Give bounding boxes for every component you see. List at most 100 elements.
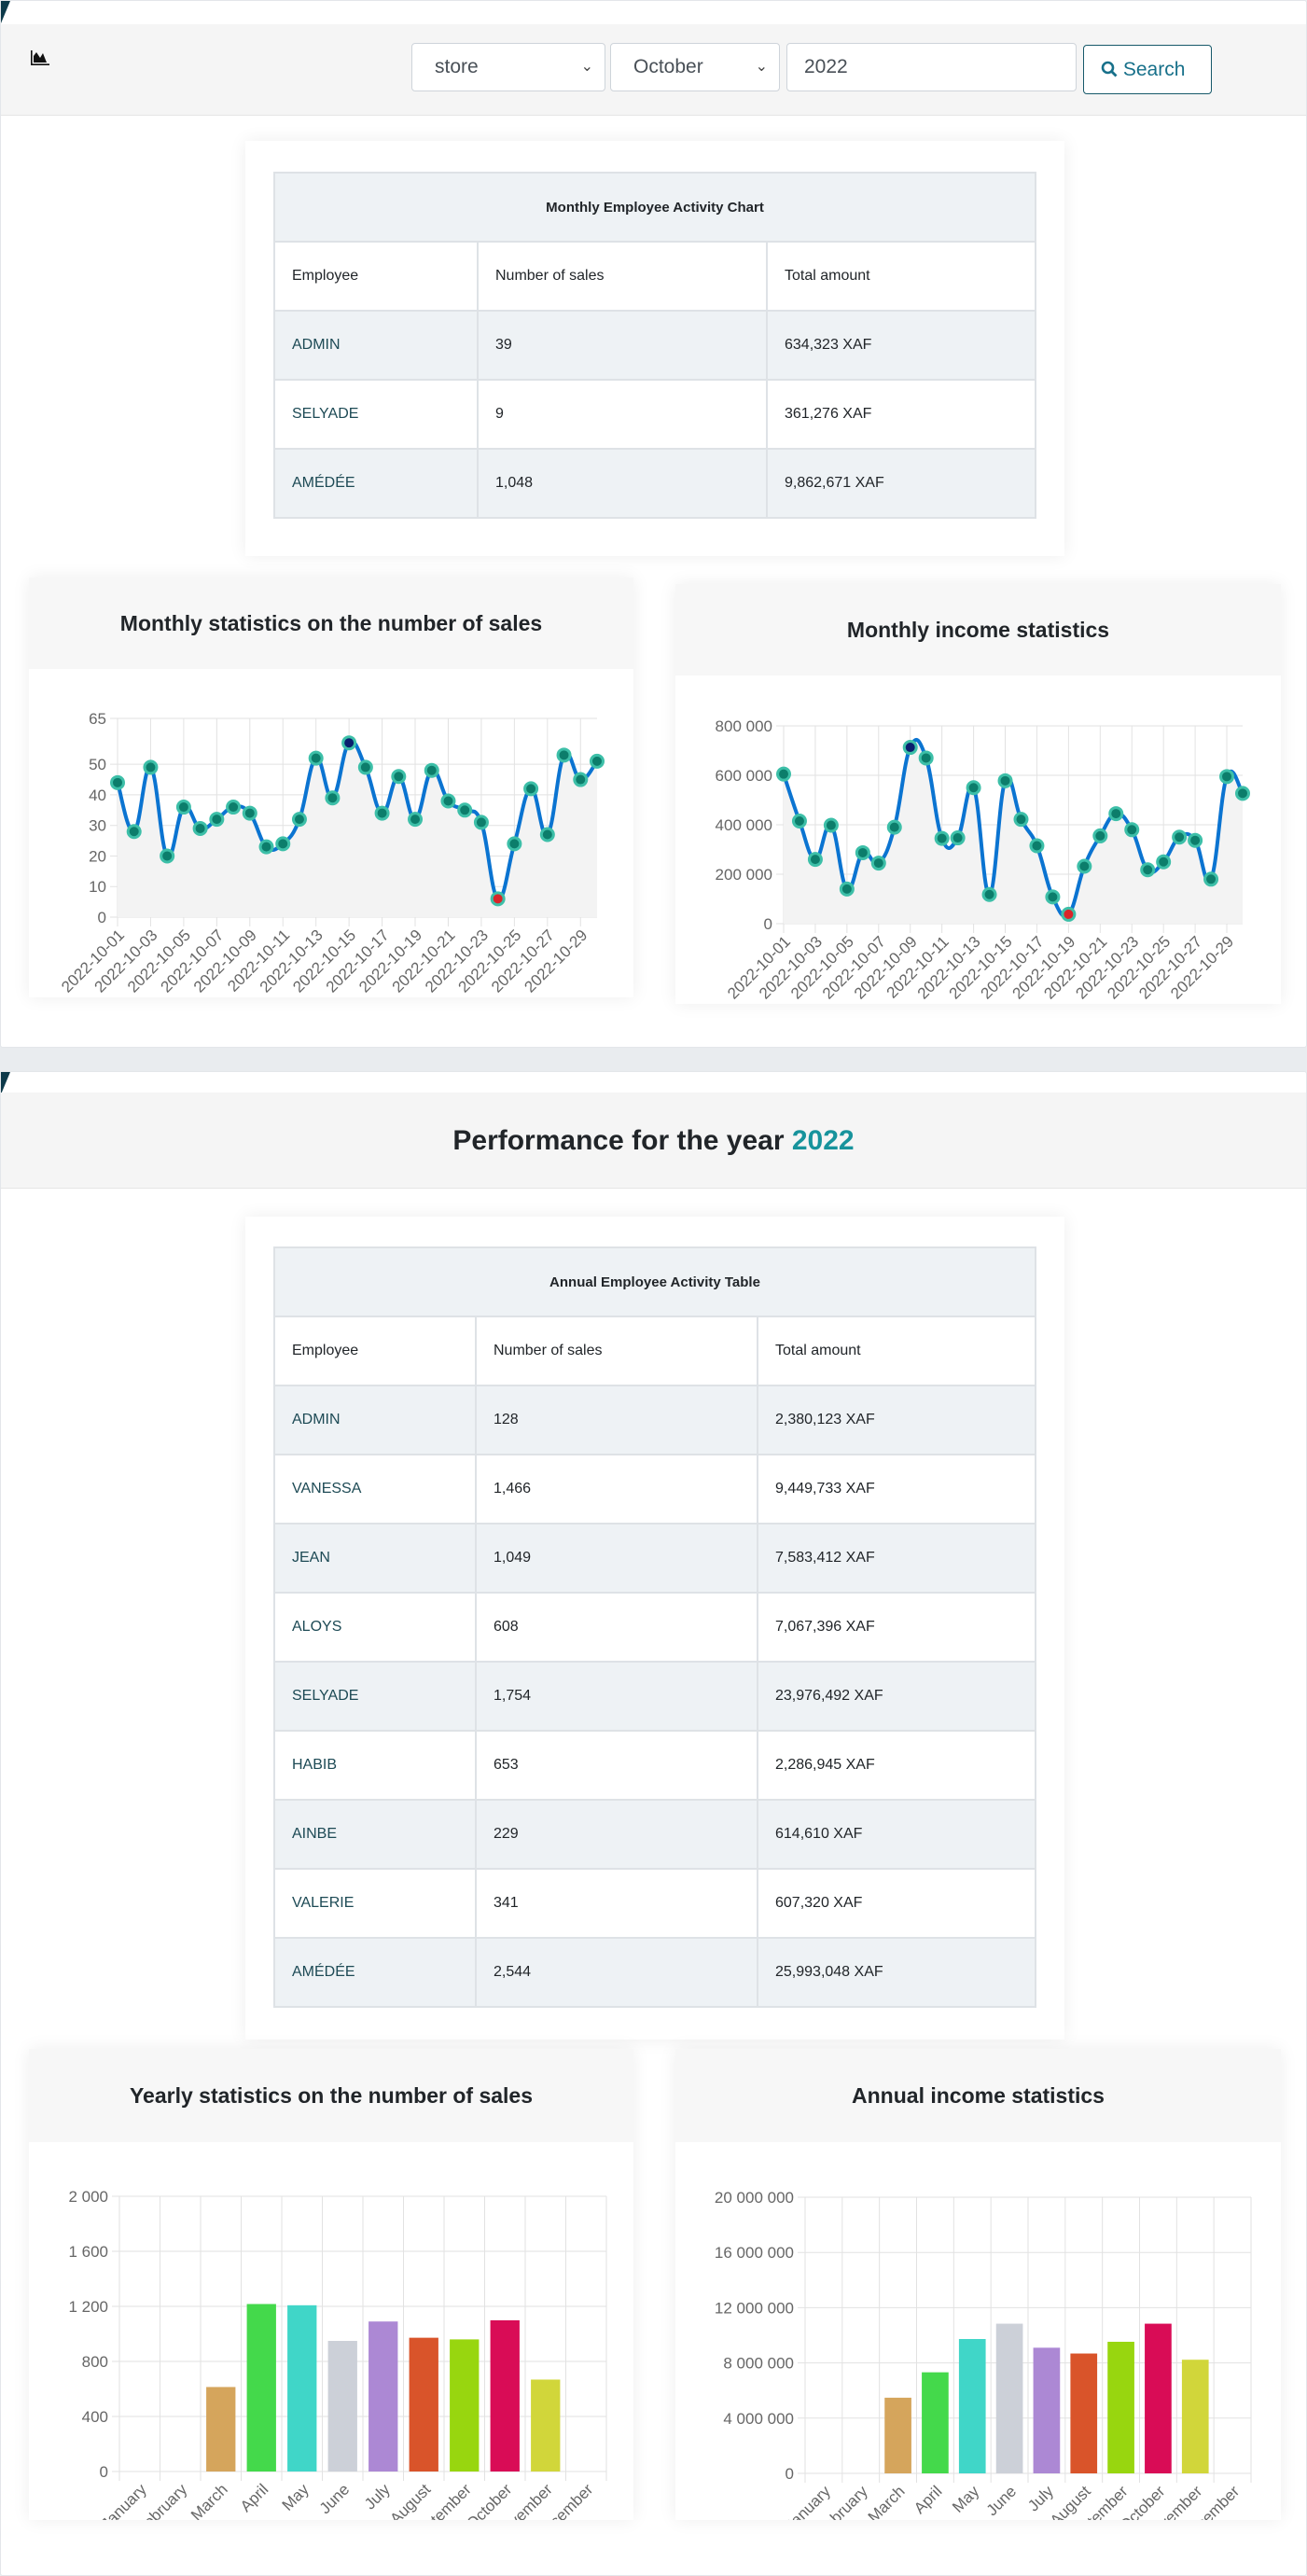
- data-point: [1045, 889, 1061, 905]
- table-row: VALERIE 341 607,320 XAF: [273, 1868, 1036, 1939]
- x-tick-label: June: [316, 2481, 354, 2518]
- data-point: [374, 805, 390, 821]
- month-select[interactable]: October ⌄: [610, 43, 780, 91]
- data-point: [839, 881, 855, 897]
- data-point: [855, 844, 870, 860]
- bar-october: [1145, 2323, 1172, 2473]
- table-row: VANESSA 1,466 9,449,733 XAF: [273, 1454, 1036, 1525]
- monthly-section: store ⌄ October ⌄ 2022 Search Monthly Empl…: [0, 0, 1307, 1048]
- y-tick-label: 1 200: [68, 2298, 108, 2316]
- x-tick-label: October: [463, 2480, 515, 2520]
- y-tick-label: 10: [89, 878, 106, 896]
- bar-september: [1107, 2341, 1134, 2473]
- bar-november: [531, 2379, 561, 2472]
- data-point: [357, 759, 373, 775]
- employee-cell: HABIB: [273, 1730, 477, 1801]
- y-tick-label: 8 000 000: [723, 2355, 794, 2373]
- search-button[interactable]: Search: [1083, 45, 1212, 94]
- total-amount-cell: 9,449,733 XAF: [757, 1454, 1036, 1525]
- chevron-down-icon: ⌄: [755, 59, 768, 75]
- data-point: [1235, 786, 1250, 801]
- data-point: [226, 800, 242, 815]
- x-tick-label: July: [361, 2480, 394, 2513]
- bar-may: [287, 2304, 317, 2472]
- data-point: [918, 750, 934, 766]
- x-tick-label: April: [911, 2483, 945, 2517]
- sales-count-cell: 128: [475, 1385, 758, 1455]
- yearly-section: Performance for the year 2022 Annual Emp…: [0, 1071, 1307, 2576]
- x-tick-label: June: [983, 2483, 1021, 2520]
- total-amount-cell: 25,993,048 XAF: [757, 1937, 1036, 2008]
- y-tick-label: 12 000 000: [715, 2299, 794, 2317]
- data-point: [966, 780, 981, 796]
- year-header: Performance for the year 2022: [1, 1093, 1306, 1189]
- table-row: ADMIN 39 634,323 XAF: [273, 310, 1036, 381]
- data-point: [523, 781, 539, 797]
- employee-cell: AMÉDÉE: [273, 448, 479, 519]
- y-tick-label: 40: [89, 787, 106, 804]
- x-tick-label: April: [237, 2481, 271, 2515]
- data-point: [143, 759, 159, 775]
- column-header: Employee: [273, 241, 479, 312]
- sales-count-cell: 9: [477, 379, 768, 450]
- y-tick-label: 0: [98, 909, 106, 926]
- bar-july: [368, 2321, 398, 2472]
- table-header-row: Employee Number of sales Total amount: [273, 241, 1036, 312]
- data-point: [950, 830, 966, 846]
- data-point: [539, 827, 555, 842]
- y-tick-label: 0: [786, 2465, 794, 2483]
- monthly-sales-chart-card: Monthly statistics on the number of sale…: [29, 578, 633, 997]
- bar-august: [409, 2337, 438, 2472]
- data-point: [1061, 906, 1077, 922]
- data-point: [1203, 871, 1219, 887]
- section-title: Performance for the year: [452, 1125, 785, 1156]
- chart-title: Yearly statistics on the number of sales: [29, 2049, 633, 2142]
- data-point: [1140, 862, 1156, 878]
- data-point: [275, 836, 291, 852]
- annual-income-chart-card: Annual income statistics 0 4 000 000 8 000…: [675, 2049, 1281, 2520]
- sales-count-cell: 1,049: [475, 1523, 758, 1594]
- y-tick-label: 0: [100, 2463, 108, 2481]
- area-fill: [118, 741, 597, 917]
- data-point: [823, 817, 839, 833]
- data-point: [341, 735, 357, 751]
- data-point: [490, 891, 506, 907]
- data-point: [440, 793, 456, 809]
- data-point: [1156, 854, 1172, 870]
- year-input[interactable]: 2022: [786, 43, 1077, 91]
- x-tick-label: May: [949, 2482, 982, 2515]
- bar-october: [490, 2319, 520, 2472]
- data-point: [807, 852, 823, 868]
- employee-cell: ALOYS: [273, 1592, 477, 1663]
- total-amount-cell: 607,320 XAF: [757, 1868, 1036, 1939]
- employee-cell: AMÉDÉE: [273, 1937, 477, 2008]
- sales-count-cell: 341: [475, 1868, 758, 1939]
- store-select-value: store: [435, 56, 479, 77]
- store-select[interactable]: store ⌄: [411, 43, 605, 91]
- x-tick-label: March: [865, 2483, 909, 2520]
- table-row: JEAN 1,049 7,583,412 XAF: [273, 1523, 1036, 1594]
- bar-june: [995, 2323, 1023, 2473]
- table-title: Annual Employee Activity Table: [273, 1246, 1036, 1317]
- data-point: [209, 812, 225, 828]
- y-tick-label: 65: [89, 710, 106, 728]
- bar-april: [922, 2372, 949, 2473]
- data-point: [507, 836, 522, 852]
- y-tick-label: 20: [89, 847, 106, 865]
- y-tick-label: 16 000 000: [715, 2244, 794, 2262]
- sales-count-cell: 229: [475, 1799, 758, 1870]
- monthly-income-chart-card: Monthly income statistics 0 200 000 400 00…: [675, 584, 1281, 1004]
- column-header: Total amount: [757, 1316, 1036, 1386]
- y-tick-label: 800 000: [716, 717, 772, 735]
- data-point: [1013, 812, 1029, 828]
- data-point: [573, 772, 589, 787]
- year-input-value: 2022: [804, 56, 848, 77]
- data-point: [1219, 769, 1235, 785]
- column-header: Number of sales: [475, 1316, 758, 1386]
- data-point: [457, 802, 473, 818]
- y-tick-label: 800: [82, 2353, 108, 2371]
- data-point: [160, 848, 175, 864]
- x-tick-label: January: [98, 2480, 151, 2520]
- x-tick-label: August: [386, 2480, 434, 2520]
